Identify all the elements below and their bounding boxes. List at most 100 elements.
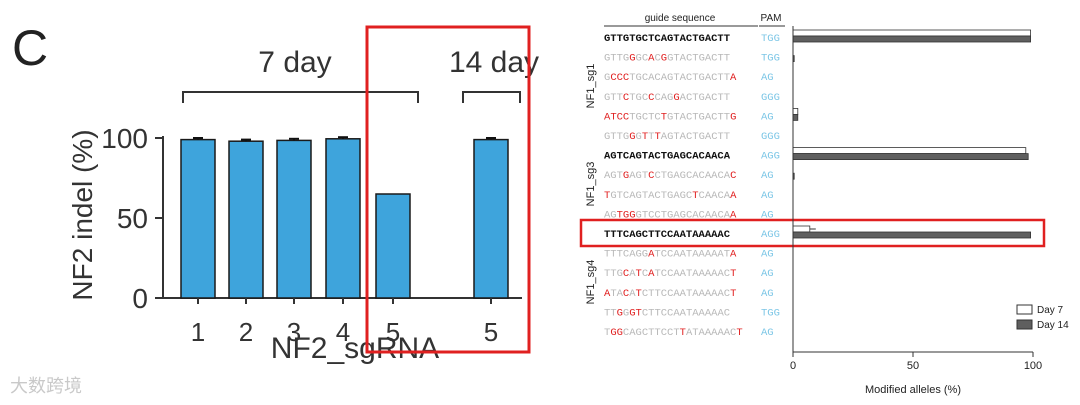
x-tick-label: 5 <box>484 317 498 347</box>
sequence-segment: T <box>648 131 654 143</box>
pam-header: PAM <box>761 13 782 24</box>
sequence-segment: G <box>604 72 610 84</box>
sequence-segment: GG <box>623 209 636 221</box>
sequence-segment: TA <box>610 288 623 300</box>
sequence-segment: CTGAGCACAACA <box>654 170 730 182</box>
sequence-segment: A <box>629 268 636 280</box>
bar <box>325 138 361 299</box>
sequence-segment: T <box>736 327 742 339</box>
x-tick-label: 3 <box>287 317 301 347</box>
y-tick-label: 0 <box>132 283 148 314</box>
sequence-segment: CTTCCAATAAAAAC <box>642 307 730 319</box>
sequence-segment: GTACTGACTT <box>667 53 730 65</box>
legend-swatch-day-7 <box>1016 304 1033 315</box>
sequence-segment: GTTGTGCTCAGTACTGACTT <box>604 33 730 45</box>
sequence-segment: C <box>623 268 629 280</box>
sequence-segment: T <box>617 209 623 221</box>
sequence-segment: TCCAATAAAAAT <box>654 249 730 261</box>
pam-sequence: AG <box>761 209 774 221</box>
sequence-segment: T <box>730 268 736 280</box>
pam-sequence: AG <box>761 268 774 280</box>
sequence-segment: AGT <box>629 170 648 182</box>
y-axis-label: NF2 indel (%) <box>67 129 98 300</box>
sequence-segment: TTG <box>604 268 623 280</box>
x-axis-label: Modified alleles (%) <box>865 384 961 396</box>
pam-sequence: GGG <box>761 92 780 104</box>
legend: Day 7 Day 14 <box>1016 304 1069 331</box>
bar-day-7 <box>792 147 1027 155</box>
sequence-segment: TT <box>604 307 617 319</box>
legend-swatch-day-14 <box>1016 319 1033 330</box>
guide-sequence: ATACATCTTCCAATAAAAACT <box>604 288 736 300</box>
sequence-segment: T <box>636 268 642 280</box>
sequence-segment: A <box>629 288 636 300</box>
guide-sequence: TTTCAGGATCCAATAAAAATA <box>604 249 737 261</box>
guide-sequence: AGTGAGTCCTGAGCACAACAC <box>604 170 736 182</box>
sequence-segment: G <box>629 53 635 65</box>
x-tick-label: 5 <box>386 317 400 347</box>
sequence-segment: TTTCAGCTTCCAATAAAAAC <box>604 229 731 241</box>
bar <box>276 139 312 299</box>
bar-day-14 <box>792 114 799 121</box>
sequence-segment: T <box>642 131 648 143</box>
sequence-segment: TGCACAGTACTGACTT <box>629 72 730 84</box>
pam-sequence: AG <box>761 170 774 182</box>
sequence-segment: ACTGACTT <box>680 92 730 104</box>
sequence-segment: C <box>654 53 660 65</box>
sequence-segment: GTTG <box>604 131 629 143</box>
bar-day-14 <box>792 231 1032 239</box>
sequence-segment: TTTCAGG <box>604 249 648 261</box>
sequence-segment: T <box>604 327 610 339</box>
sequence-segment: CCC <box>610 72 629 84</box>
x-tick-label: 4 <box>336 317 350 347</box>
sequence-segment: G <box>629 131 635 143</box>
x-tick-label: 50 <box>907 360 919 372</box>
sequence-segment: T <box>661 111 667 123</box>
sequence-segment: A <box>730 190 737 202</box>
guide-sequence: GCCCTGCACAGTACTGACTTA <box>604 72 737 84</box>
x-tick-label: 2 <box>239 317 253 347</box>
sequence-segment: AG <box>604 209 617 221</box>
guide-sequence: GTTGTGCTCAGTACTGACTT <box>604 33 730 45</box>
pam-sequence: TGG <box>761 33 780 45</box>
pam-sequence: AG <box>761 190 774 202</box>
group-label-7-day: 7 day <box>258 46 331 79</box>
sequence-segment: GC <box>636 53 649 65</box>
sequence-segment: AGTACTGACTT <box>661 131 730 143</box>
sequence-segment: T <box>730 288 736 300</box>
sequence-segment: G <box>673 92 679 104</box>
sequence-segment: C <box>623 288 629 300</box>
guide-sequence: TTGCATCATCCAATAAAAACT <box>604 268 736 280</box>
sequence-segment: TGC <box>629 92 648 104</box>
group-label: NF1_sg3 <box>585 162 597 207</box>
pam-sequence: AG <box>761 111 774 123</box>
sequence-segment: GG <box>610 327 623 339</box>
bar <box>473 138 509 299</box>
sequence-segment: A <box>648 268 655 280</box>
sequence-segment: A <box>730 249 737 261</box>
sequence-segment: G <box>661 53 667 65</box>
sequence-segment: GTACTGACTT <box>667 111 730 123</box>
guide-sequence: TGGCAGCTTCCTTATAAAAACT <box>604 327 743 339</box>
guide-sequence: TTGGGTCTTCCAATAAAAAC <box>604 307 730 319</box>
sequence-segment: CAGCTTCCT <box>623 327 680 339</box>
sequence-segment: A <box>604 111 611 123</box>
bar-day-7 <box>792 225 811 233</box>
sequence-segment: A <box>648 53 655 65</box>
bar-day-14 <box>792 35 1032 43</box>
sequence-segment: C <box>648 170 654 182</box>
guide-sequence: GTTCTGCCCAGGACTGACTT <box>604 92 730 104</box>
x-tick-label: 1 <box>191 317 205 347</box>
sequence-segment: T <box>680 327 686 339</box>
sequence-segment: GT <box>629 307 642 319</box>
x-axis-label: NF2_sgRNA <box>271 332 439 365</box>
pam-sequence: AG <box>761 288 774 300</box>
guide-sequence: TTTCAGCTTCCAATAAAAAC <box>604 229 731 241</box>
pam-sequence: GGG <box>761 131 780 143</box>
sequence-segment: G <box>623 170 629 182</box>
sequence-segment: CAG <box>654 92 673 104</box>
bar <box>228 140 264 299</box>
x-tick-label: 0 <box>790 360 796 372</box>
group-bracket-7-day <box>182 91 419 103</box>
sequence-segment: GTTG <box>604 53 629 65</box>
